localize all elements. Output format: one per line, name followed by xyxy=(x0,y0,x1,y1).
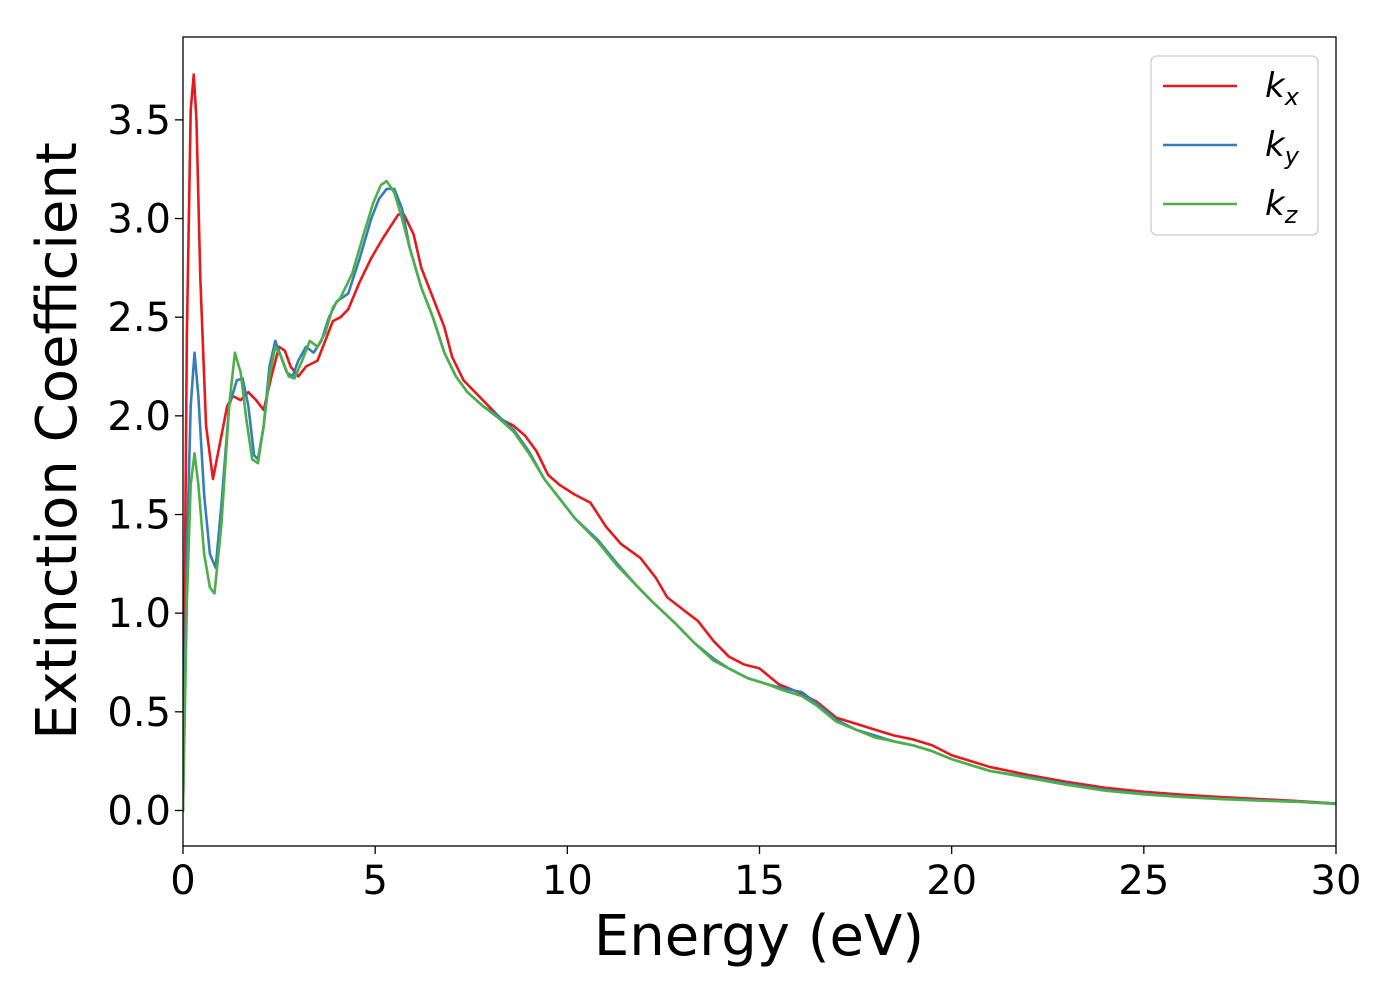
legend-label-base: k xyxy=(1265,125,1286,165)
y-tick-label: 2.5 xyxy=(107,295,171,341)
y-axis: 0.0 0.5 1.0 1.5 2.0 2.5 3.0 3.5 xyxy=(107,98,183,834)
x-axis: 0 5 10 15 20 25 30 xyxy=(170,846,1361,904)
legend-label-base: k xyxy=(1265,66,1286,106)
x-tick-label: 10 xyxy=(542,858,593,904)
legend-label-subscript: z xyxy=(1284,201,1299,229)
y-tick-label: 1.0 xyxy=(107,591,171,637)
legend-label-subscript: y xyxy=(1284,142,1300,170)
series-layer xyxy=(183,73,1336,812)
legend-label-subscript: x xyxy=(1284,83,1300,111)
series-line-z xyxy=(183,179,1336,812)
x-tick-label: 15 xyxy=(734,858,785,904)
legend-label-z: kz xyxy=(1265,184,1299,229)
y-axis-title: Extinction Coefficient xyxy=(25,142,90,740)
x-tick-label: 5 xyxy=(362,858,387,904)
x-tick-label: 25 xyxy=(1118,858,1169,904)
x-tick-label: 30 xyxy=(1311,858,1362,904)
y-tick-label: 2.0 xyxy=(107,394,171,440)
legend-label-y: ky xyxy=(1265,125,1300,170)
x-tick-label: 0 xyxy=(170,858,195,904)
y-tick-label: 3.5 xyxy=(107,98,171,144)
y-tick-label: 0.5 xyxy=(107,690,171,736)
legend-label-x: kx xyxy=(1265,66,1300,111)
legend-label-base: k xyxy=(1265,184,1286,224)
x-axis-title: Energy (eV) xyxy=(594,904,924,969)
y-tick-label: 1.5 xyxy=(107,493,171,539)
y-tick-label: 3.0 xyxy=(107,197,171,243)
x-tick-label: 20 xyxy=(926,858,977,904)
y-tick-label: 0.0 xyxy=(107,788,171,834)
